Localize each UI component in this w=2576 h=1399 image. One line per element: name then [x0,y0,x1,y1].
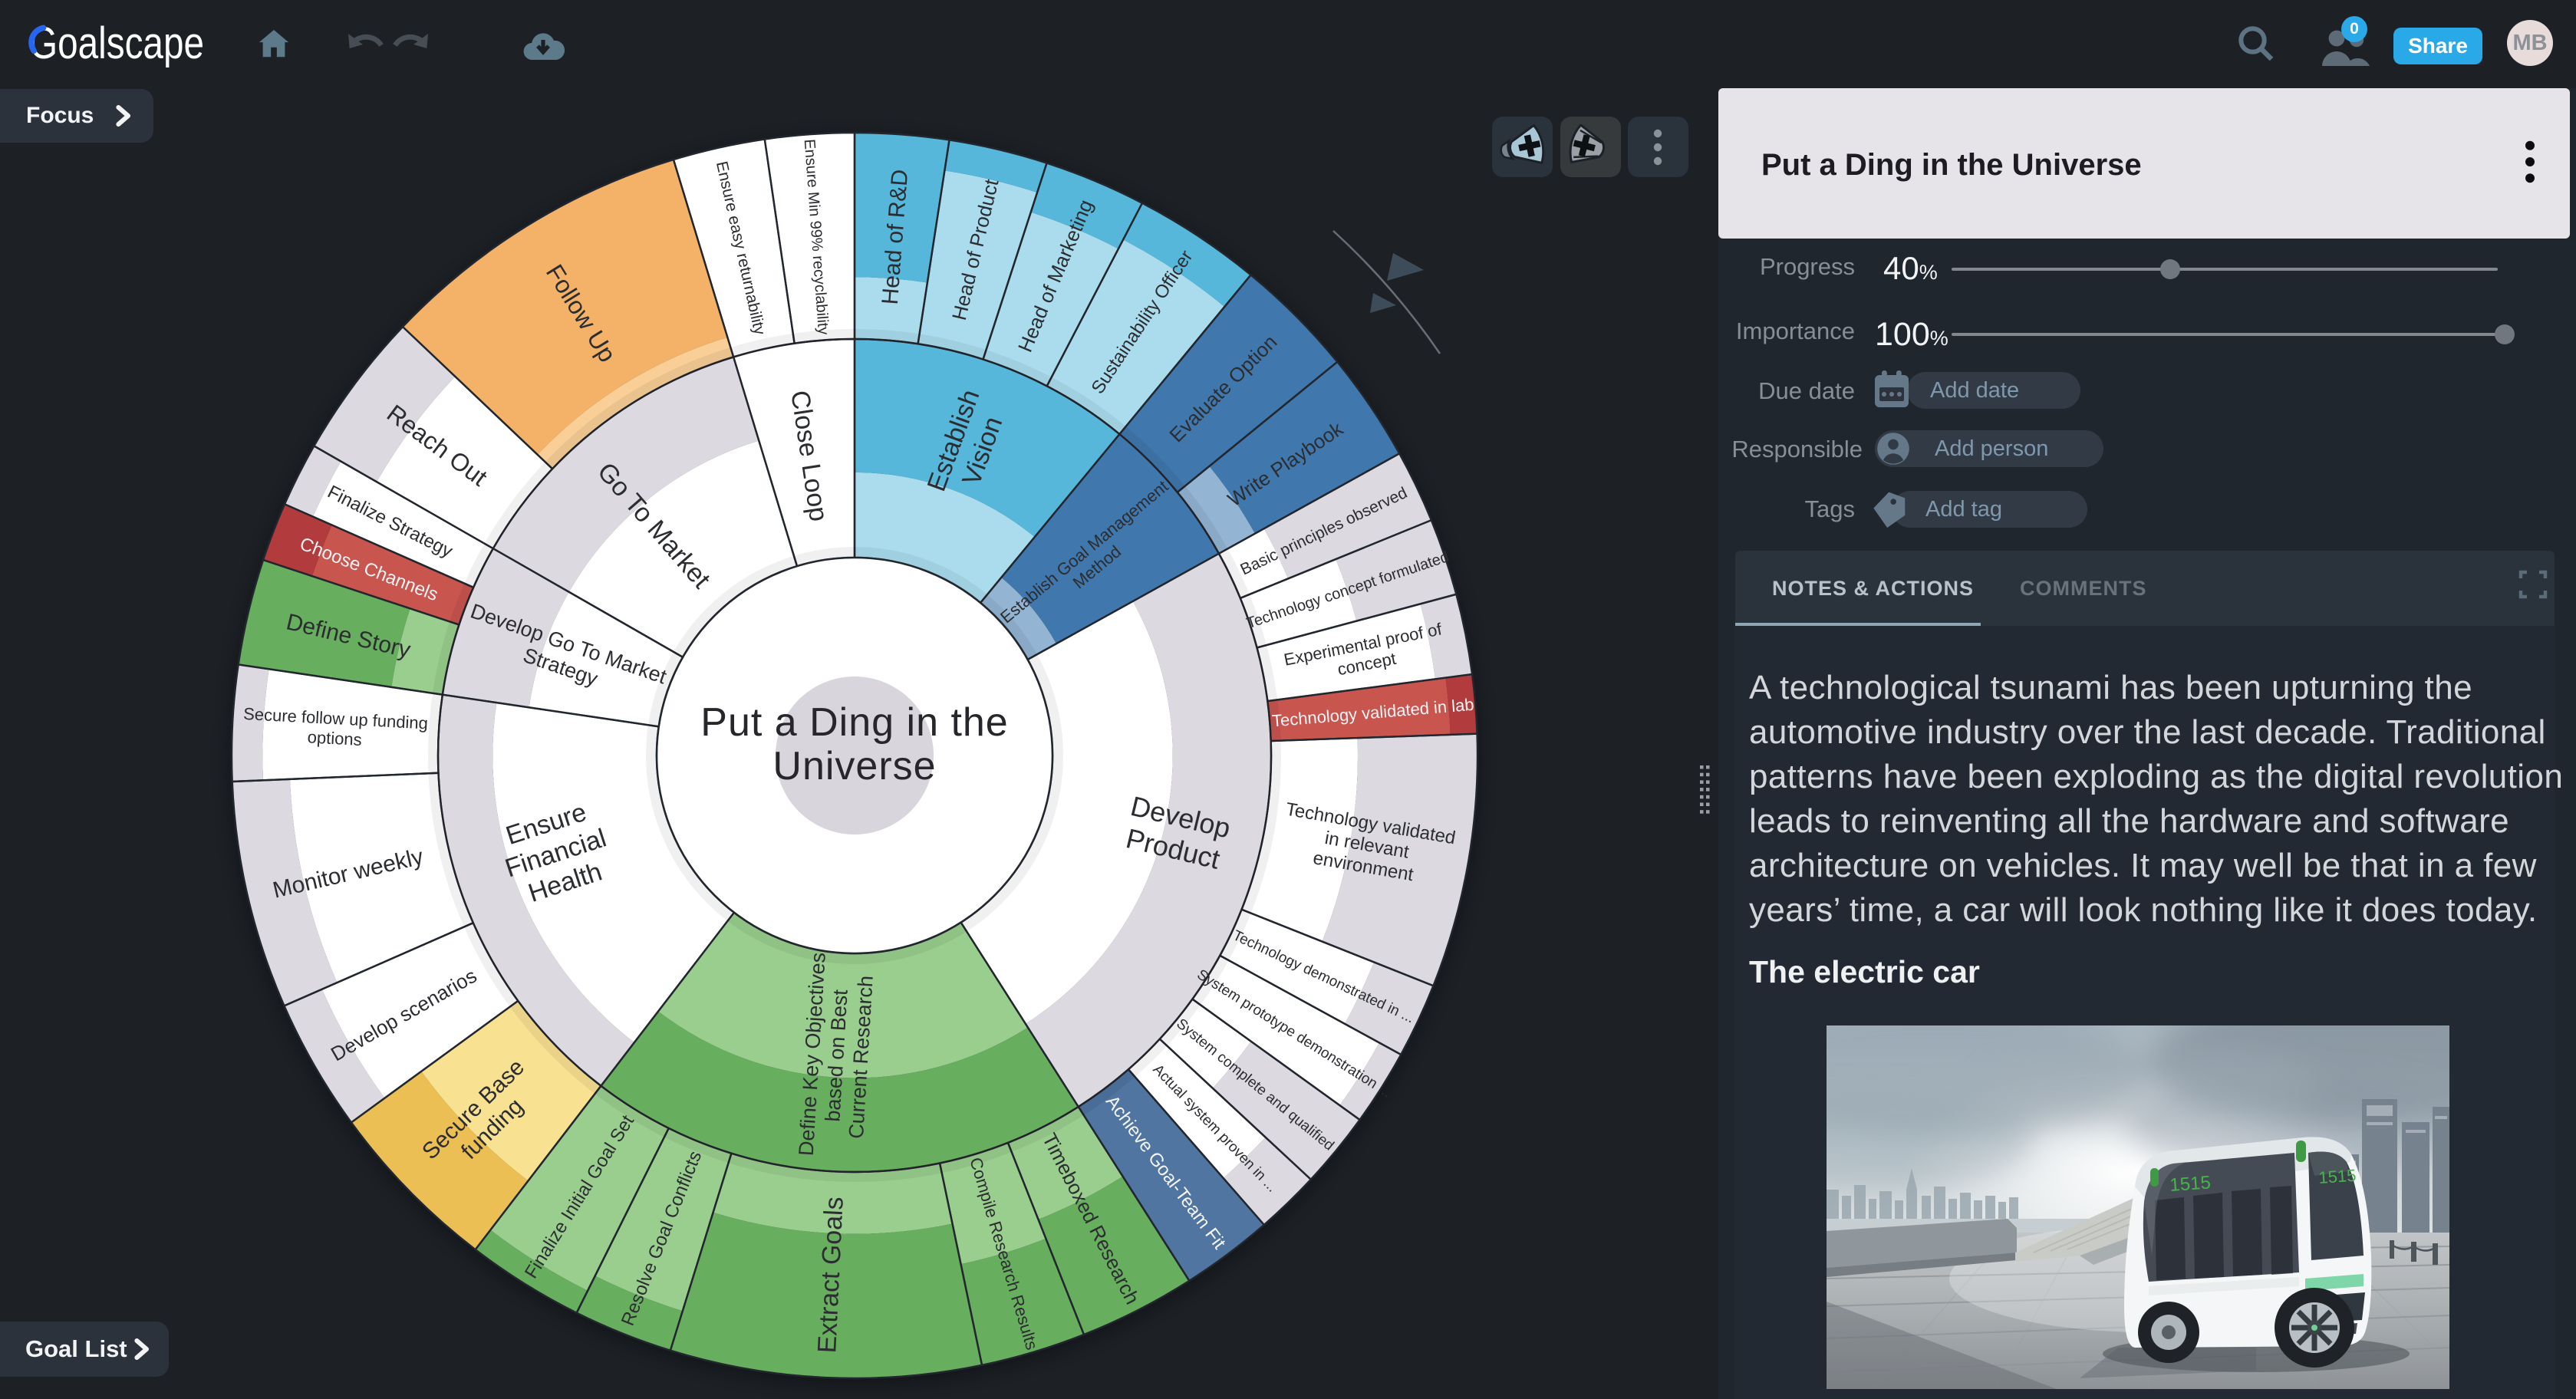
svg-text:Universe: Universe [772,744,936,788]
svg-text:1515: 1515 [2318,1166,2357,1187]
svg-text:1515: 1515 [2169,1172,2212,1196]
svg-text:options: options [307,727,362,749]
svg-text:Goalscape: Goalscape [29,18,204,68]
svg-text:Put a Ding in the: Put a Ding in the [700,700,1008,745]
